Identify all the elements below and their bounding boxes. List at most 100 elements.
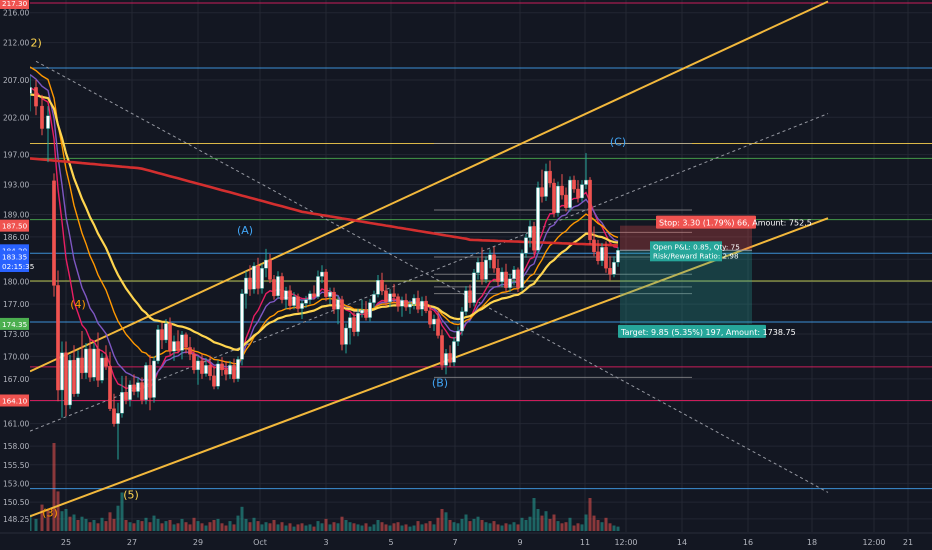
candle (380, 272, 384, 296)
price-marker[interactable]: 02:15:35 (0, 260, 34, 272)
candle-body (324, 271, 328, 297)
short-position-tool[interactable]: Stop: 3.30 (1.79%) 66, Amount: 752.5 Open… (618, 215, 812, 338)
candle (424, 295, 428, 314)
volume-bar (356, 524, 360, 531)
candle-body (408, 303, 412, 308)
candle (236, 356, 240, 382)
volume-bar (580, 524, 584, 531)
target-label[interactable]: Target: 9.85 (5.35%) 197, Amount: 1738.7… (618, 324, 796, 338)
time-axis[interactable]: 25 27 29 Oct 3 5 7 9 11 12:00 14 16 18 12:00 21 (0, 532, 932, 550)
volume-bar (244, 518, 248, 531)
candle-body (496, 268, 500, 282)
candle (84, 342, 88, 379)
volume-bar (524, 520, 528, 531)
candle (288, 285, 292, 311)
volume-bar (300, 523, 304, 531)
price-marker[interactable]: 183.35 (0, 250, 29, 263)
candle (108, 351, 112, 411)
candle (46, 106, 50, 163)
price-marker-bg (0, 250, 29, 263)
candle-body (300, 303, 304, 309)
volume-bars (28, 443, 620, 531)
candle-body (444, 353, 448, 366)
price-axis[interactable]: 148.25 150.50 153.00 155.50 158.00 161.00 164.… (0, 0, 34, 550)
target-zone[interactable] (620, 250, 752, 324)
candle (176, 330, 180, 354)
channel-lower-line[interactable] (29, 217, 829, 518)
price-marker[interactable]: 164.10 (0, 394, 29, 407)
time-tick-label: 25 (61, 538, 71, 547)
candle-body (376, 279, 380, 295)
volume-bar (220, 523, 224, 531)
candle-body (296, 296, 300, 309)
candle-body (288, 290, 292, 306)
candle (368, 298, 372, 322)
volume-bar (596, 520, 600, 531)
volume-bar (612, 525, 616, 531)
candle-body (600, 247, 604, 261)
candle (52, 173, 56, 297)
volume-bar (260, 524, 264, 531)
volume-bar (420, 524, 424, 531)
candle (516, 267, 520, 293)
candle-body (268, 259, 272, 280)
candle-body (536, 187, 540, 251)
diagonal-dashed-line[interactable] (35, 60, 829, 493)
candle-body (616, 250, 620, 263)
candle (340, 295, 344, 351)
time-tick-label: 27 (127, 538, 137, 547)
candle-body (272, 279, 276, 297)
stop-label[interactable]: Stop: 3.30 (1.79%) 66, Amount: 752.5 (656, 215, 812, 229)
candle-body (312, 293, 316, 297)
trend-channel (29, 0, 829, 518)
candle-body (464, 290, 468, 312)
stop-label-text: Stop: 3.30 (1.79%) 66, Amount: 752.5 (659, 219, 812, 228)
candle-body (148, 365, 152, 398)
candle (524, 233, 528, 258)
volume-bar (544, 511, 548, 531)
candle (88, 337, 92, 382)
candle-body (228, 365, 232, 375)
volume-bar (540, 515, 544, 531)
volume-bar (472, 518, 476, 531)
candle-body (384, 290, 388, 303)
candle-body (88, 348, 92, 378)
volume-bar (308, 524, 312, 531)
volume-bar (324, 518, 328, 531)
time-tick-label: 12:00 (614, 538, 637, 547)
candle (284, 286, 288, 310)
volume-bar (116, 505, 120, 531)
channel-upper-line[interactable] (29, 0, 829, 373)
candle-body (224, 369, 228, 375)
candle (484, 256, 488, 284)
price-marker[interactable]: 174.35 (0, 317, 29, 330)
candle (428, 304, 432, 329)
candle-body (176, 341, 180, 351)
volume-bar (212, 520, 216, 531)
channel-middle-line[interactable] (29, 113, 829, 432)
candle-body (276, 276, 280, 297)
candle-body (320, 271, 324, 277)
candle-body (452, 341, 456, 363)
volume-bar (204, 525, 208, 531)
candle-body (264, 259, 268, 269)
volume-bar (452, 522, 456, 531)
candle (228, 360, 232, 379)
candle (232, 358, 236, 383)
volume-bar (556, 521, 560, 531)
candle (444, 348, 448, 375)
volume-bar (140, 521, 144, 531)
price-tick-label: 186.00 (3, 233, 29, 242)
price-tick-label: 202.00 (3, 113, 29, 122)
candle-body (416, 297, 420, 310)
volume-bar (484, 522, 488, 531)
price-marker[interactable]: 187.50 (0, 219, 29, 232)
price-tick-label: 193.00 (3, 181, 29, 190)
candle-body (480, 262, 484, 280)
volume-bar (552, 514, 556, 531)
candle-body (84, 348, 88, 374)
volume-bar (268, 523, 272, 531)
price-marker[interactable]: 217.30 (0, 0, 29, 9)
